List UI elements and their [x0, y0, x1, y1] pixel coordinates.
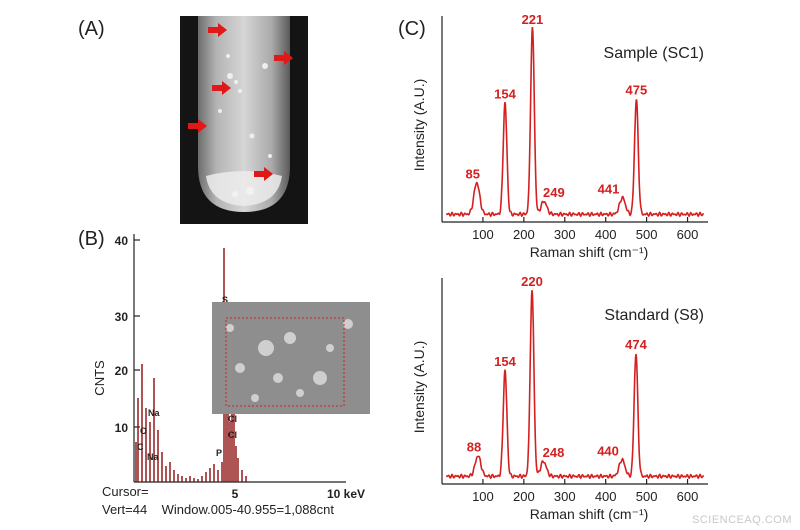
raman-peak-label: 475 — [626, 83, 648, 98]
watermark: SCIENCEAQ.COM — [691, 514, 792, 526]
panel-c-label: (C) — [398, 18, 426, 40]
raman-chart-sample: 100 200 300 400 500 600 Raman shift (cm⁻¹) Inte… — [411, 12, 708, 260]
raman-xtick-label: 300 — [554, 227, 576, 242]
eds-peak-label: Cl — [228, 414, 237, 424]
raman-xtick-label: 100 — [472, 489, 494, 504]
eds-ytick-label: 40 — [115, 234, 129, 248]
tube-sediment — [206, 171, 282, 206]
arrow-group — [188, 23, 293, 181]
raman-xlabel: Raman shift (cm⁻¹) — [530, 506, 649, 522]
raman-peak-label: 88 — [467, 440, 481, 455]
raman-spectrum-line — [446, 27, 705, 218]
eds-peak-label: Cl — [228, 430, 237, 440]
eds-peak-label: Na — [148, 408, 160, 418]
raman-peak-label: 85 — [466, 166, 480, 181]
raman-xtick-label: 200 — [513, 227, 535, 242]
raman-spectrum-line — [446, 290, 705, 480]
raman-xlabel: Raman shift (cm⁻¹) — [530, 244, 649, 260]
raman-xtick-label: 600 — [677, 489, 699, 504]
red-arrow-icon — [212, 81, 231, 95]
panel-b-label: (B) — [78, 228, 105, 250]
raman-title: Standard (S8) — [604, 307, 704, 324]
eds-ytick-label: 30 — [115, 310, 129, 324]
raman-xtick-label: 300 — [554, 489, 576, 504]
raman-title: Sample (SC1) — [604, 45, 704, 62]
raman-peak-label: 440 — [597, 443, 619, 458]
raman-peak-label: 221 — [522, 12, 544, 27]
raman-peak-label: 154 — [494, 86, 516, 101]
eds-xtick-5: 5 — [232, 487, 239, 501]
test-tube-photo — [180, 16, 308, 224]
eds-ylabel: CNTS — [92, 360, 107, 396]
raman-xtick-label: 600 — [677, 227, 699, 242]
red-arrow-icon — [274, 51, 293, 65]
raman-ylabel: Intensity (A.U.) — [411, 341, 427, 434]
sem-inset — [212, 302, 370, 414]
eds-ytick-label: 10 — [115, 421, 129, 435]
raman-xtick-label: 100 — [472, 227, 494, 242]
red-arrow-icon — [188, 119, 207, 133]
eds-status-text: Vert=44 Window.005-40.955=1,088cnt — [102, 502, 334, 517]
raman-chart-standard: 100 200 300 400 500 600 Raman shift (cm⁻¹) Inte… — [411, 274, 708, 522]
red-arrow-icon — [208, 23, 227, 37]
raman-xtick-label: 500 — [636, 227, 658, 242]
raman-peak-label: 474 — [625, 337, 647, 352]
raman-peak-label: 220 — [521, 274, 543, 289]
eds-peak-label: Na — [147, 452, 159, 462]
raman-xtick-label: 500 — [636, 489, 658, 504]
eds-bars — [135, 248, 247, 482]
eds-peak-label: S — [222, 295, 228, 305]
raman-peak-label: 248 — [543, 445, 565, 460]
panel-a-label: (A) — [78, 18, 105, 40]
raman-peak-label: 441 — [598, 181, 620, 196]
raman-peak-label: 249 — [543, 185, 565, 200]
eds-peak-label: C — [137, 442, 144, 452]
raman-xtick-label: 200 — [513, 489, 535, 504]
raman-xtick-label: 400 — [595, 489, 617, 504]
eds-xtick-10: 10 keV — [327, 487, 365, 501]
eds-cursor-text: Cursor= — [102, 484, 149, 499]
eds-peak-label: P — [216, 448, 222, 458]
raman-ylabel: Intensity (A.U.) — [411, 79, 427, 172]
red-arrow-icon — [254, 167, 273, 181]
sulfur-particles — [218, 54, 272, 197]
eds-ytick-label: 20 — [115, 364, 129, 378]
raman-xtick-label: 400 — [595, 227, 617, 242]
raman-peak-label: 154 — [494, 354, 516, 369]
eds-peak-label: O — [140, 426, 147, 436]
eds-ytick-group: 40 30 20 10 — [115, 234, 140, 435]
